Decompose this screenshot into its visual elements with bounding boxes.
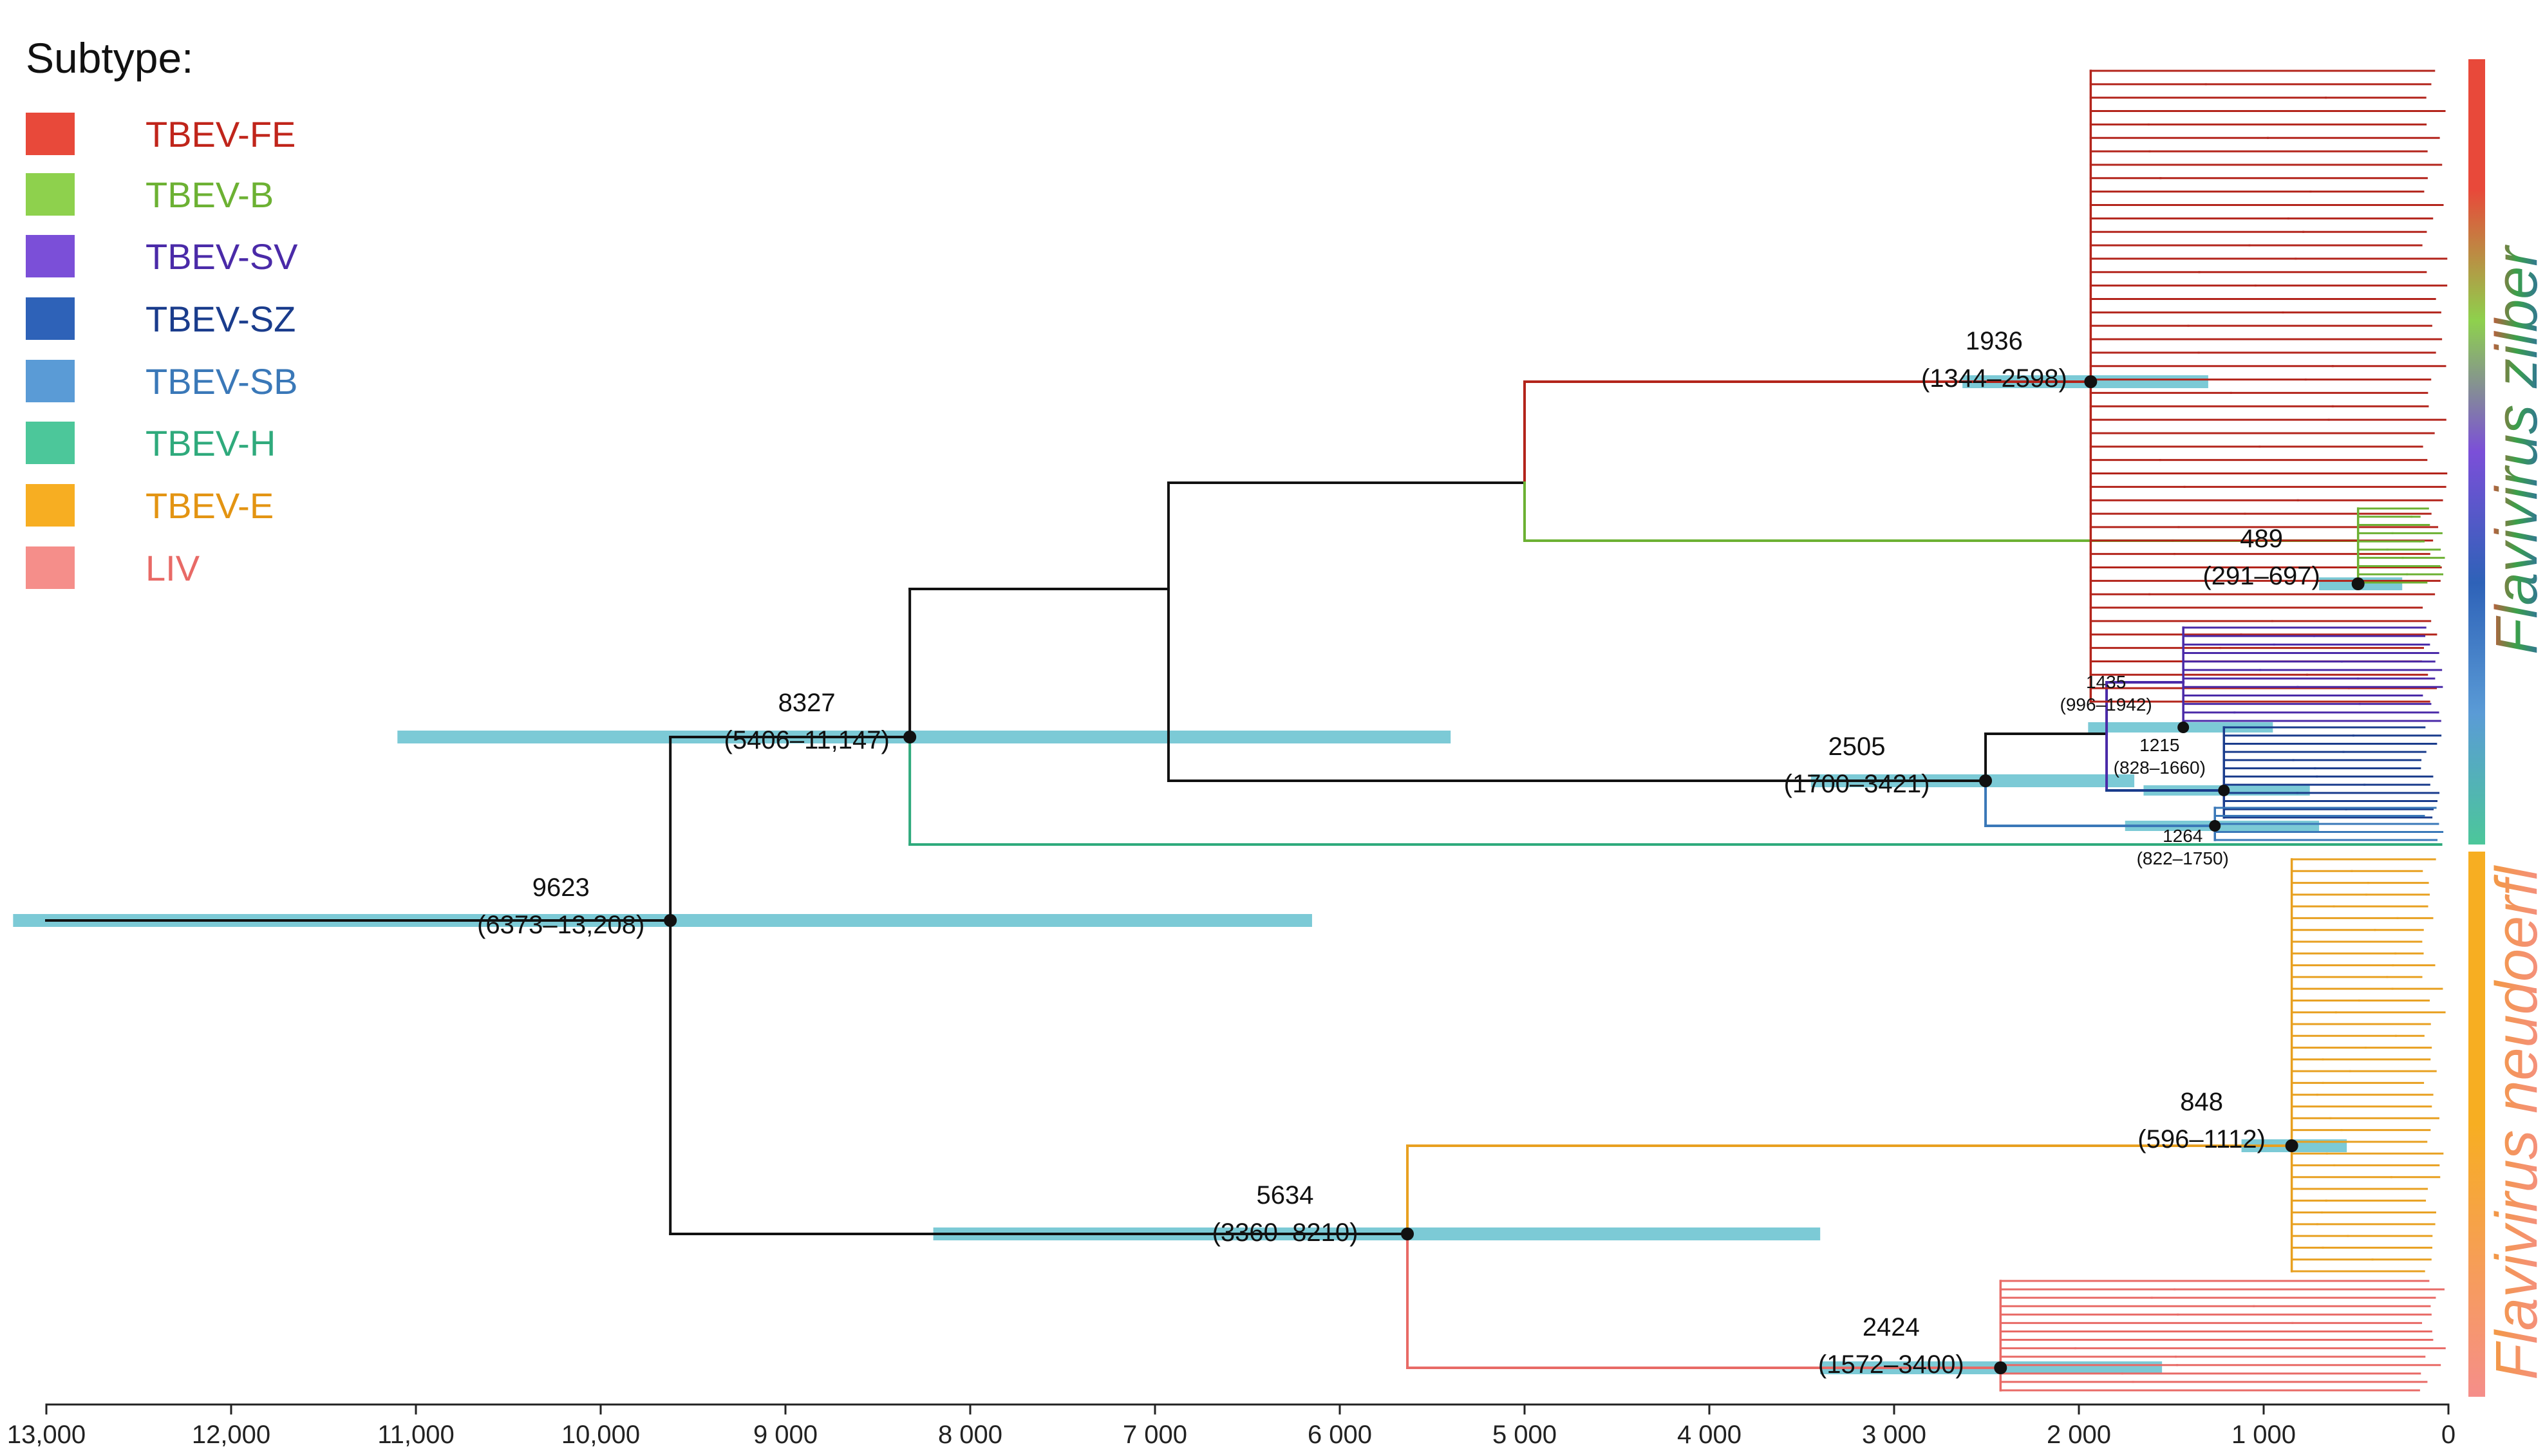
- legend-swatch: [26, 484, 75, 527]
- node-age-label: 1936: [1966, 327, 2023, 355]
- node-marker: [903, 731, 917, 743]
- legend-label: TBEV-E: [146, 485, 274, 526]
- legend-label: TBEV-SZ: [146, 298, 296, 339]
- node-age-label: 1264: [2163, 826, 2202, 846]
- node-age-label: 5634: [1257, 1181, 1314, 1209]
- legend-swatch: [26, 546, 75, 589]
- axis-tick-label: 4 000: [1677, 1421, 1742, 1449]
- legend-item-tbev-e: TBEV-E: [26, 480, 274, 531]
- node-hpd-label: (5406–11,147): [724, 726, 890, 754]
- axis-tick-label: 7 000: [1123, 1421, 1187, 1449]
- legend-item-tbev-sv: TBEV-SV: [26, 230, 298, 282]
- axis-tick-label: 2 000: [2047, 1421, 2111, 1449]
- axis-tick-label: 9 000: [753, 1421, 818, 1449]
- legend-label: LIV: [146, 547, 200, 588]
- node-hpd-label: (822–1750): [2137, 848, 2229, 868]
- legend-title: Subtype:: [26, 34, 194, 82]
- node-hpd-label: (6373–13,208): [477, 911, 644, 939]
- axis-tick-label: 6 000: [1308, 1421, 1372, 1449]
- hpd-interval-bar: [397, 731, 1451, 743]
- node-marker: [664, 914, 677, 927]
- node-marker: [2218, 785, 2230, 796]
- legend-swatch: [26, 173, 75, 216]
- node-age-label: 2424: [1863, 1313, 1920, 1341]
- node-hpd-label: (1344–2598): [1921, 364, 2067, 393]
- axis-tick-label: 1 000: [2231, 1421, 2296, 1449]
- node-age-label: 1215: [2139, 735, 2179, 755]
- legend-label: TBEV-B: [146, 174, 274, 215]
- legend-item-tbev-sz: TBEV-SZ: [26, 293, 296, 344]
- node-marker: [2084, 375, 2098, 388]
- clade-bar-neudoerfl: [2468, 852, 2485, 1397]
- axis-tick-label: 5 000: [1492, 1421, 1557, 1449]
- legend-item-liv: LIV: [26, 542, 200, 593]
- legend-swatch: [26, 297, 75, 340]
- legend-label: TBEV-SB: [146, 360, 298, 402]
- legend-item-tbev-b: TBEV-B: [26, 169, 274, 220]
- node-hpd-label: (1572–3400): [1818, 1350, 1964, 1379]
- clade-label-zilber: Flavivirus zilber: [2484, 245, 2545, 655]
- legend-item-tbev-h: TBEV-H: [26, 417, 276, 469]
- node-age-label: 8327: [778, 689, 836, 717]
- legend-swatch: [26, 113, 75, 155]
- legend-item-tbev-fe: TBEV-FE: [26, 108, 296, 160]
- clade-bar-zilber: [2468, 59, 2485, 845]
- node-marker: [1401, 1227, 1414, 1240]
- axis-tick-label: 11,000: [377, 1421, 454, 1449]
- node-age-label: 2505: [1828, 733, 1886, 761]
- node-marker: [1994, 1361, 2007, 1374]
- axis-tick-label: 12,000: [192, 1421, 270, 1449]
- node-age-label: 848: [2180, 1088, 2223, 1116]
- node-marker: [2285, 1139, 2298, 1152]
- axis-tick-label: 8 000: [938, 1421, 1002, 1449]
- axis-tick-label: 3 000: [1862, 1421, 1926, 1449]
- legend-swatch: [26, 360, 75, 402]
- legend-label: TBEV-FE: [146, 113, 296, 154]
- node-age-label: 489: [2240, 525, 2283, 553]
- node-hpd-label: (1700–3421): [1784, 770, 1930, 798]
- legend-swatch: [26, 422, 75, 464]
- clade-label-neudoerfl: Flavivirus neudoerfl: [2484, 865, 2545, 1380]
- axis-tick-label: 10,000: [561, 1421, 640, 1449]
- node-hpd-label: (596–1112): [2137, 1125, 2266, 1153]
- legend-swatch: [26, 235, 75, 277]
- node-marker: [2177, 722, 2190, 733]
- node-marker: [2209, 820, 2221, 832]
- legend-label: TBEV-SV: [146, 236, 298, 277]
- node-hpd-label: (3360–8210): [1212, 1218, 1358, 1247]
- node-marker: [2351, 577, 2365, 590]
- node-marker: [1979, 774, 1993, 787]
- axis-tick-label: 13,000: [7, 1421, 86, 1449]
- node-age-label: 1435: [2086, 672, 2126, 692]
- node-hpd-label: (828–1660): [2114, 758, 2206, 778]
- axis-tick-label: 0: [2441, 1421, 2456, 1449]
- node-hpd-label: (291–697): [2202, 562, 2320, 590]
- legend-item-tbev-sb: TBEV-SB: [26, 355, 298, 407]
- node-hpd-label: (996–1942): [2060, 695, 2152, 714]
- legend-label: TBEV-H: [146, 422, 276, 463]
- node-age-label: 9623: [532, 873, 590, 902]
